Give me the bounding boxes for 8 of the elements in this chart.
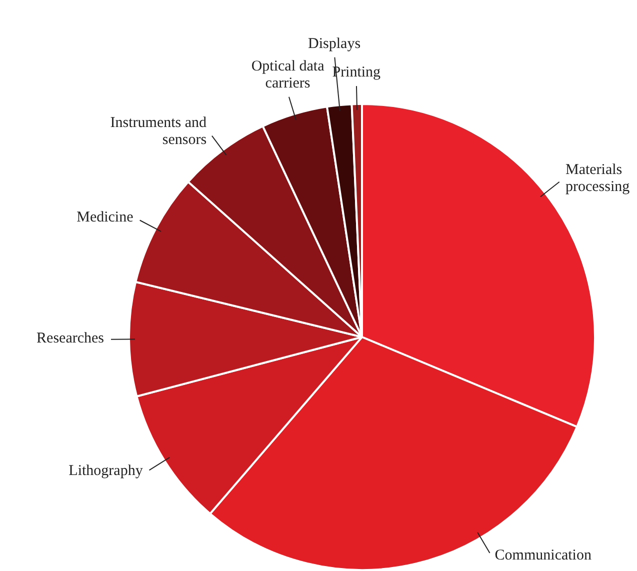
slice-label: Medicine [76, 209, 134, 226]
slice-label: Displays [308, 36, 361, 52]
slice-label: Instruments and sensors [110, 115, 208, 148]
slice-label: Materials processing [565, 162, 630, 195]
slice-label: Lithography [68, 463, 144, 480]
slice-label: Optical data carriers [251, 58, 325, 92]
slice-label: Communication [494, 547, 592, 564]
slice-label: Researches [36, 330, 104, 346]
